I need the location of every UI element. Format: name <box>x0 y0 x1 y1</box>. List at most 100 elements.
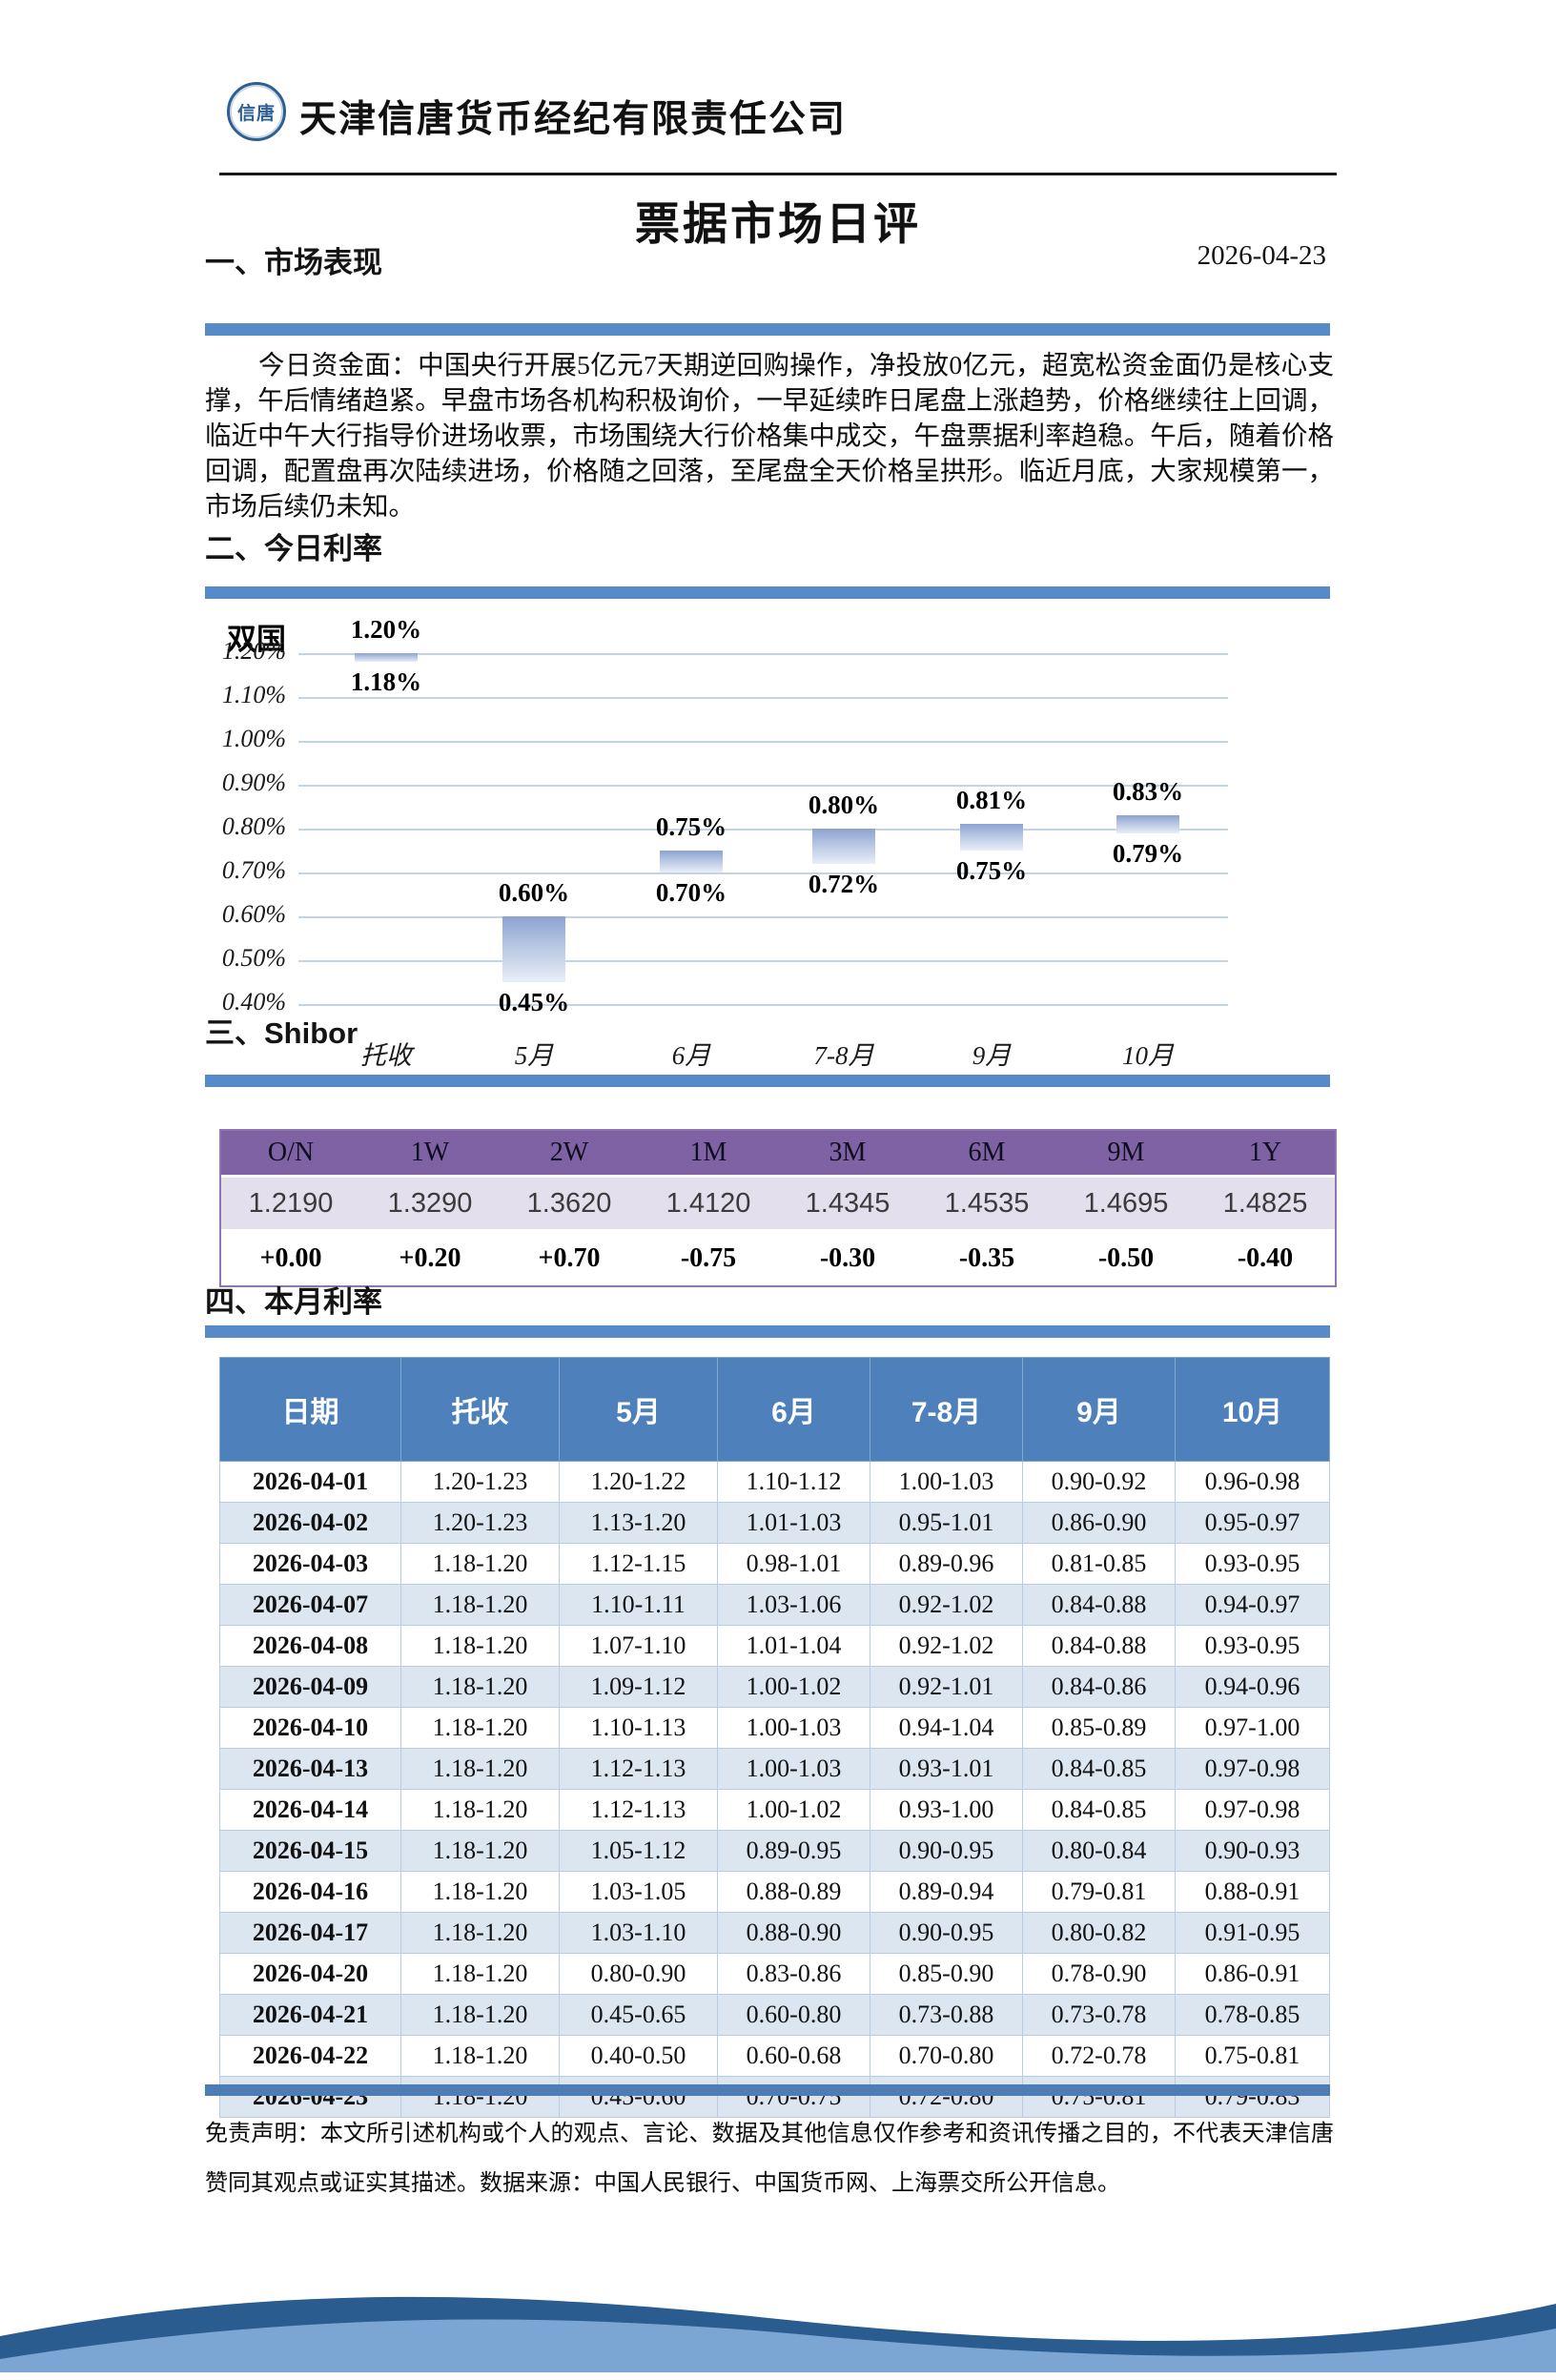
monthly-rate-cell: 0.60-0.68 <box>717 2035 870 2077</box>
monthly-rate-cell: 1.18-1.20 <box>400 2076 560 2118</box>
shibor-rate-cell: 1.3620 <box>526 1187 612 1219</box>
monthly-rate-cell: 0.93-1.00 <box>870 1789 1023 1831</box>
monthly-rate-cell: 1.18-1.20 <box>400 1666 560 1708</box>
x-axis-category-label: 6月 <box>671 1041 711 1070</box>
monthly-table-row: 2026-04-16 1.18-1.20 1.03-1.05 0.88-0.89 0.8… <box>219 1871 1330 1913</box>
monthly-rate-cell: 0.70-0.80 <box>870 2035 1023 2077</box>
monthly-date-cell: 2026-04-07 <box>219 1584 401 1626</box>
bar-low-label: 0.72% <box>808 869 880 898</box>
shibor-rates-row: 1.2190 1.3290 1.3620 1.4120 1.4345 1.4535 1.46… <box>221 1175 1335 1232</box>
shibor-tenor-cell: 1W <box>410 1138 450 1167</box>
monthly-rate-cell: 1.01-1.04 <box>717 1625 870 1667</box>
monthly-rate-cell: 1.05-1.12 <box>559 1830 718 1872</box>
monthly-rate-cell: 0.80-0.84 <box>1022 1830 1176 1872</box>
shibor-rate-cell: 1.4120 <box>665 1187 751 1219</box>
monthly-rate-cell: 1.12-1.13 <box>559 1789 718 1831</box>
section-monthly-rates: 四、本月利率 <box>205 1278 1332 1321</box>
x-axis-category-label: 9月 <box>972 1041 1012 1070</box>
monthly-rate-cell: 0.70-0.75 <box>717 2076 870 2118</box>
monthly-date-cell: 2026-04-03 <box>219 1543 401 1585</box>
shibor-rate-cell: 1.2190 <box>248 1187 334 1219</box>
monthly-rate-cell: 0.78-0.85 <box>1175 1994 1330 2036</box>
y-axis-tick-label: 0.50% <box>221 944 286 972</box>
monthly-rate-cell: 0.86-0.90 <box>1022 1502 1176 1544</box>
monthly-rate-cell: 1.00-1.03 <box>870 1461 1023 1503</box>
market-commentary: 今日资金面：中国央行开展5亿元7天期逆回购操作，净投放0亿元，超宽松资金面仍是核… <box>205 350 1334 521</box>
shibor-change-cell: -0.75 <box>680 1243 737 1273</box>
monthly-date-cell: 2026-04-22 <box>219 2035 401 2077</box>
section-3-bar <box>205 1075 1330 1087</box>
shibor-rate-cell: 1.3290 <box>387 1187 473 1219</box>
footer-wave-decoration <box>0 2296 1556 2372</box>
monthly-header-row: 日期 托收 5月 6月 7-8月 9月 10月 <box>219 1357 1330 1462</box>
monthly-rate-cell: 0.60-0.80 <box>717 1994 870 2036</box>
monthly-rate-cell: 1.18-1.20 <box>400 1830 560 1872</box>
monthly-rate-cell: 1.12-1.13 <box>559 1748 718 1790</box>
monthly-rate-cell: 0.93-1.01 <box>870 1748 1023 1790</box>
section-2-bar <box>205 586 1330 599</box>
monthly-table-row: 2026-04-02 1.20-1.23 1.13-1.20 1.01-1.03 0.9… <box>219 1502 1330 1544</box>
shibor-tenor-cell: 6M <box>968 1138 1006 1167</box>
grid-line <box>298 960 1228 962</box>
monthly-rate-cell: 1.20-1.23 <box>400 1502 560 1544</box>
monthly-rate-cell: 1.00-1.03 <box>717 1748 870 1790</box>
monthly-table-row: 2026-04-13 1.18-1.20 1.12-1.13 1.00-1.03 0.9… <box>219 1748 1330 1790</box>
monthly-rate-cell: 1.10-1.13 <box>559 1707 718 1749</box>
bar-high-label: 0.75% <box>655 812 727 841</box>
section-1-title: 一、市场表现 <box>205 246 382 279</box>
monthly-rate-cell: 0.97-1.00 <box>1175 1707 1330 1749</box>
monthly-rate-cell: 0.86-0.91 <box>1175 1953 1330 1995</box>
grid-line <box>298 1004 1228 1006</box>
shibor-tenor-cell: O/N <box>267 1138 315 1167</box>
monthly-rate-cell: 0.79-0.81 <box>1022 1871 1176 1913</box>
monthly-rate-cell: 0.95-0.97 <box>1175 1502 1330 1544</box>
monthly-date-cell: 2026-04-21 <box>219 1994 401 2036</box>
monthly-rate-cell: 0.40-0.50 <box>559 2035 718 2077</box>
monthly-rate-cell: 0.89-0.96 <box>870 1543 1023 1585</box>
monthly-rate-cell: 0.95-1.01 <box>870 1502 1023 1544</box>
monthly-rate-cell: 1.09-1.12 <box>559 1666 718 1708</box>
monthly-rate-cell: 0.91-0.95 <box>1175 1912 1330 1954</box>
monthly-rate-cell: 0.94-1.04 <box>870 1707 1023 1749</box>
shibor-rate-cell: 1.4825 <box>1222 1187 1308 1219</box>
section-today-rates: 二、今日利率 <box>205 524 1332 567</box>
monthly-rate-cell: 0.73-0.78 <box>1022 1994 1176 2036</box>
monthly-rate-cell: 1.12-1.15 <box>559 1543 718 1585</box>
monthly-rate-cell: 0.90-0.95 <box>870 1912 1023 1954</box>
grid-line <box>298 829 1228 831</box>
section-shibor: 三、Shibor <box>205 1009 1332 1052</box>
y-axis-tick-label: 0.80% <box>221 812 286 840</box>
page-title: 票据市场日评 <box>635 200 921 250</box>
monthly-rate-cell: 0.73-0.88 <box>870 1994 1023 2036</box>
bar-high-label: 0.80% <box>808 790 880 819</box>
monthly-rate-cell: 1.03-1.06 <box>717 1584 870 1626</box>
bar-low-label: 0.75% <box>955 856 1028 885</box>
shibor-table: O/N 1W 2W 1M 3M 6M 9M 1Y 1.2190 1.3290 1.3620 1.41… <box>219 1129 1337 1287</box>
monthly-rate-cell: 0.83-0.86 <box>717 1953 870 1995</box>
monthly-rate-cell: 0.84-0.88 <box>1022 1625 1176 1667</box>
monthly-rate-cell: 1.18-1.20 <box>400 1953 560 1995</box>
bar-high-label: 0.60% <box>498 878 570 907</box>
x-axis-category-label: 5月 <box>514 1041 554 1070</box>
bar-low-label: 0.79% <box>1112 838 1184 868</box>
monthly-rate-cell: 1.18-1.20 <box>400 1912 560 1954</box>
monthly-date-cell: 2026-04-14 <box>219 1789 401 1831</box>
chart-series-label: 双国 <box>227 623 286 656</box>
bar-low-label: 1.18% <box>350 667 422 697</box>
monthly-rate-cell: 0.90-0.92 <box>1022 1461 1176 1503</box>
monthly-rate-cell: 1.18-1.20 <box>400 2035 560 2077</box>
monthly-rate-cell: 0.93-0.95 <box>1175 1543 1330 1585</box>
monthly-table-row: 2026-04-17 1.18-1.20 1.03-1.10 0.88-0.90 0.9… <box>219 1912 1330 1954</box>
monthly-rate-cell: 1.18-1.20 <box>400 1625 560 1667</box>
monthly-rate-cell: 0.75-0.81 <box>1022 2076 1176 2118</box>
monthly-rate-cell: 0.81-0.85 <box>1022 1543 1176 1585</box>
monthly-rate-cell: 0.98-1.01 <box>717 1543 870 1585</box>
monthly-rate-cell: 0.88-0.91 <box>1175 1871 1330 1913</box>
section-2-title: 二、今日利率 <box>205 532 382 565</box>
monthly-table-row: 2026-04-21 1.18-1.20 0.45-0.65 0.60-0.80 0.7… <box>219 1994 1330 2036</box>
monthly-rate-cell: 1.00-1.03 <box>717 1707 870 1749</box>
footer-divider-bar <box>205 2084 1330 2096</box>
monthly-rate-cell: 1.07-1.10 <box>559 1625 718 1667</box>
bar-high-label: 0.81% <box>955 786 1028 815</box>
monthly-rate-cell: 1.10-1.11 <box>559 1584 718 1626</box>
